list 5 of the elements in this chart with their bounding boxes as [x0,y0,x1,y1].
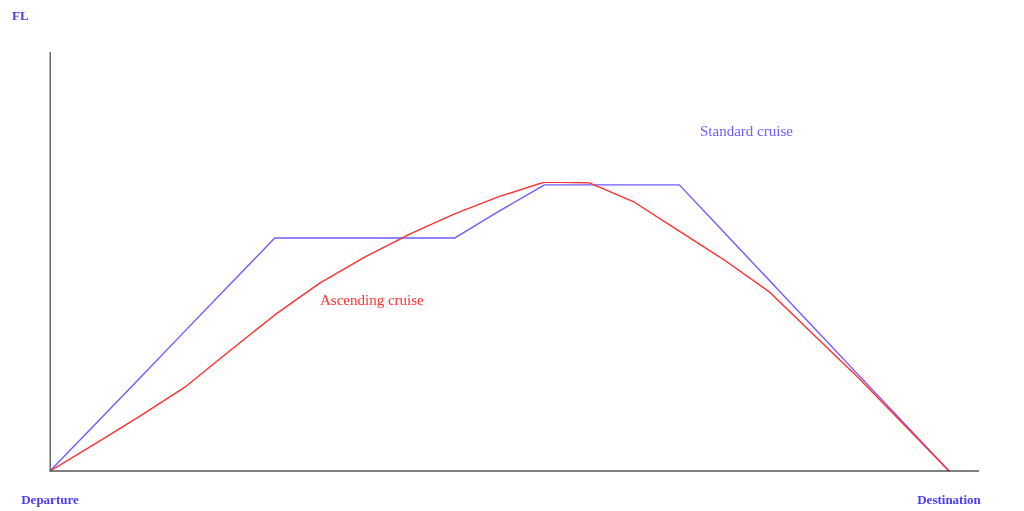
text: FL [12,8,29,24]
x-tick-label: Destination [917,492,982,508]
series-label: Ascending cruise [320,292,424,309]
x-tick-label: Departure [21,492,79,508]
text: Standard cruise [700,123,793,140]
